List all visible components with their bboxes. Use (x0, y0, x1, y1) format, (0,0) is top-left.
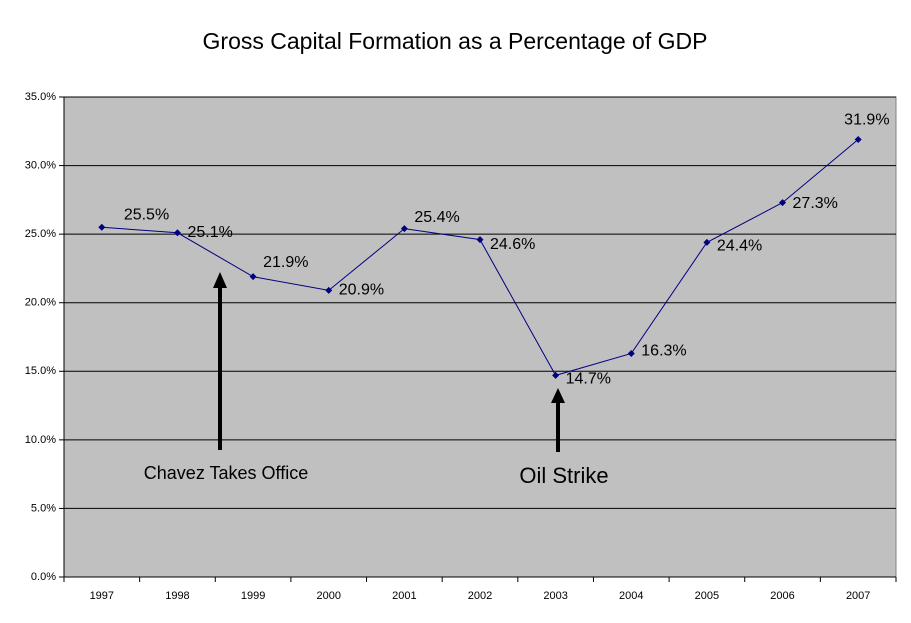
data-label: 20.9% (339, 282, 384, 299)
data-label: 21.9% (263, 254, 308, 271)
annotation: Oil Strike (519, 463, 608, 488)
x-tick-label: 2005 (695, 590, 719, 602)
arrow-head (213, 272, 227, 288)
y-tick-label: 15.0% (25, 365, 56, 377)
annotation: Chavez Takes Office (144, 463, 308, 483)
y-tick-label: 35.0% (25, 91, 56, 103)
data-label: 25.4% (414, 209, 459, 226)
marks: 25.5% 25.1% 21.9% 20.9% 25.4% 24.6% 14.7% 16.3%… (98, 112, 890, 388)
point (98, 223, 106, 231)
point (552, 371, 560, 379)
y-tick-label: 0.0% (31, 571, 56, 583)
x-tick-label: 2000 (316, 590, 340, 602)
data-label: 25.1% (187, 224, 232, 241)
data-label: 16.3% (641, 343, 686, 360)
point (173, 229, 181, 237)
point (854, 136, 862, 144)
data-label: 25.5% (124, 207, 169, 224)
plot-area (63, 96, 897, 578)
y-tick-label: 5.0% (31, 502, 56, 514)
point (476, 236, 484, 244)
y-tick-label: 25.0% (25, 228, 56, 240)
x-tick-label: 2002 (468, 590, 492, 602)
point (627, 349, 635, 357)
data-label: 24.4% (717, 238, 762, 255)
x-tick-label: 2003 (543, 590, 567, 602)
x-tick-label: 2006 (770, 590, 794, 602)
point (325, 286, 333, 294)
point (249, 273, 257, 281)
data-label: 24.6% (490, 236, 535, 253)
data-label: 27.3% (793, 195, 838, 212)
data-label: 14.7% (566, 371, 611, 388)
x-tick-label: 1998 (165, 590, 189, 602)
data-label: 31.9% (844, 112, 889, 129)
y-tick-label: 30.0% (25, 159, 56, 171)
grid (59, 96, 897, 582)
x-tick-label: 1997 (90, 590, 114, 602)
y-tick-label: 10.0% (25, 434, 56, 446)
point (400, 225, 408, 233)
y-tick-label: 20.0% (25, 297, 56, 309)
point (779, 199, 787, 207)
x-tick-label: 2007 (846, 590, 870, 602)
chart-title: Gross Capital Formation as a Percentage … (203, 28, 708, 54)
x-tick-label: 2001 (392, 590, 416, 602)
arrow-head (551, 388, 565, 403)
point (703, 238, 711, 246)
x-tick-label: 2004 (619, 590, 643, 602)
x-tick-label: 1999 (241, 590, 265, 602)
